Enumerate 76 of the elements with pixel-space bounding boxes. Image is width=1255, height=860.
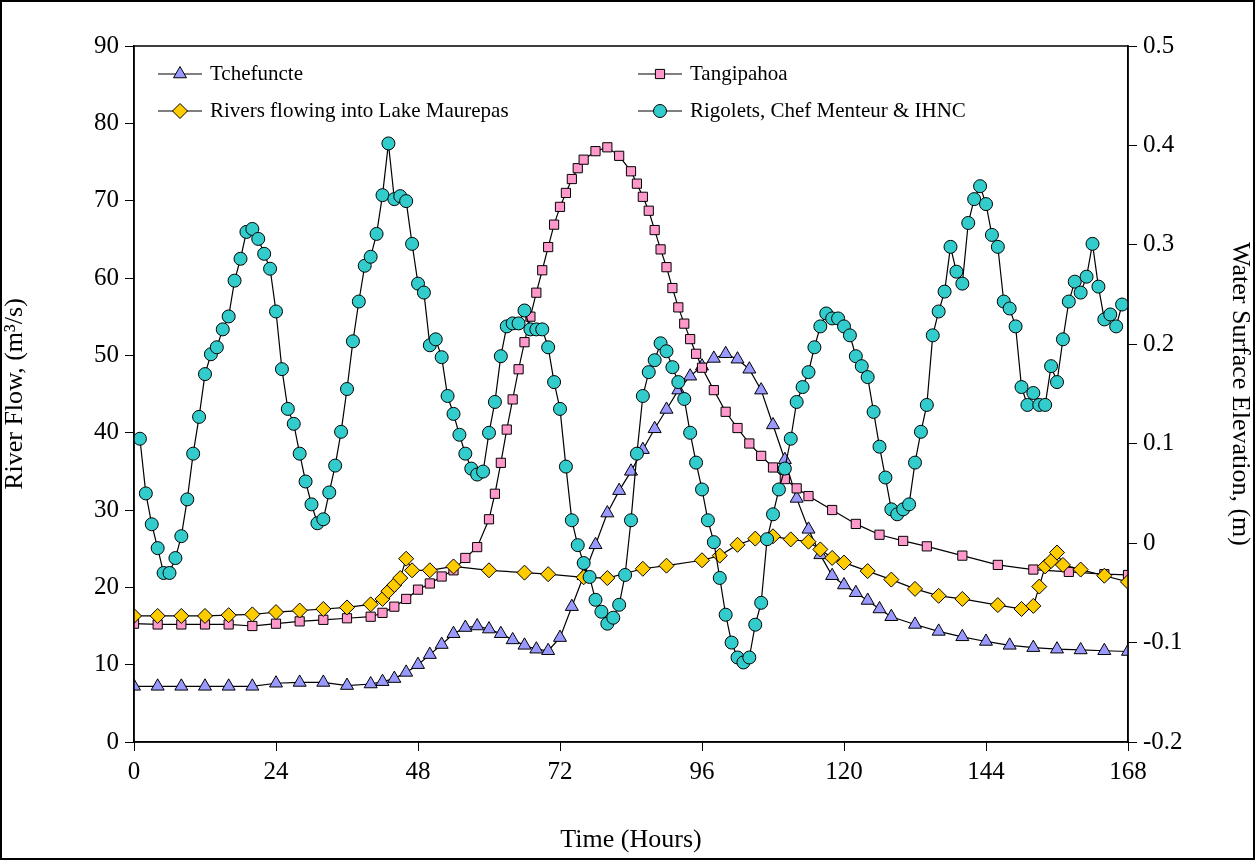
point: [421, 562, 438, 579]
x-tick-label: 168: [1109, 756, 1147, 784]
point: [782, 531, 799, 548]
y-tick-label: 70: [94, 185, 119, 213]
point: [836, 554, 852, 571]
y2-axis-title: Water Surface Elevation, (m): [1226, 242, 1255, 546]
y-tick-label: 30: [94, 494, 119, 522]
x-tick-label: 24: [263, 756, 289, 784]
point: [1025, 597, 1042, 614]
point: [1013, 600, 1030, 617]
point: [392, 570, 409, 587]
legend-label: Tangipahoa: [690, 60, 789, 85]
point: [1043, 553, 1060, 570]
x-tick-label: 120: [825, 756, 863, 784]
y2-tick-label: -0.2: [1143, 726, 1183, 754]
y2-tick-label: 0.4: [1143, 129, 1175, 157]
y-tick-label: 40: [94, 417, 119, 445]
point: [1031, 578, 1048, 595]
point: [729, 536, 746, 553]
point: [800, 533, 817, 550]
y-tick-label: 80: [94, 107, 119, 135]
y2-tick-label: -0.1: [1143, 627, 1183, 655]
point: [859, 563, 876, 580]
point: [989, 597, 1006, 614]
y-tick-label: 90: [94, 30, 119, 58]
y-tick-label: 0: [106, 726, 119, 754]
x-tick-label: 48: [405, 756, 431, 784]
point: [268, 604, 284, 621]
point: [404, 562, 421, 579]
point: [812, 541, 829, 558]
point: [599, 570, 616, 587]
y2-tick-label: 0: [1143, 527, 1156, 555]
y2-tick-label: 0.2: [1143, 328, 1175, 356]
point: [694, 552, 710, 569]
point: [197, 607, 213, 624]
point: [339, 599, 355, 616]
legend-label: Rivers flowing into Lake Maurepas: [210, 97, 509, 122]
point: [220, 607, 237, 624]
point: [1072, 561, 1089, 578]
point: [149, 607, 166, 624]
point: [1054, 556, 1071, 573]
y2-tick-label: 0.5: [1143, 30, 1175, 58]
point: [481, 562, 497, 579]
point: [1049, 544, 1065, 561]
point: [658, 557, 675, 574]
point: [173, 607, 190, 624]
point: [398, 550, 415, 567]
point: [711, 547, 728, 564]
point: [634, 560, 651, 577]
point: [516, 564, 533, 581]
x-tick-label: 96: [689, 756, 715, 784]
point: [291, 602, 308, 619]
point: [244, 606, 261, 623]
y2-tick-label: 0.3: [1143, 229, 1175, 257]
point: [1096, 567, 1113, 584]
y-tick-label: 20: [94, 571, 119, 599]
point: [362, 596, 379, 613]
point: [883, 571, 900, 588]
y-axis-title: River Flow, (m³/s): [0, 298, 29, 490]
x-tick-label: 144: [967, 756, 1006, 784]
point: [907, 580, 923, 597]
point: [315, 600, 332, 617]
x-axis-title: Time (Hours): [560, 824, 702, 854]
x-tick-label: 0: [127, 756, 141, 784]
y-tick-label: 60: [94, 262, 119, 290]
legend-label: Tchefuncte: [210, 60, 303, 85]
y-tick-label: 50: [94, 339, 119, 367]
y2-tick-label: 0.1: [1143, 428, 1175, 456]
point: [824, 549, 841, 566]
y-tick-label: 10: [94, 649, 119, 677]
point: [540, 566, 557, 583]
point: [445, 558, 462, 575]
x-tick-label: 72: [547, 756, 573, 784]
legend-label: Rigolets, Chef Menteur & IHNC: [690, 97, 966, 122]
point: [930, 587, 947, 604]
point: [954, 590, 971, 607]
